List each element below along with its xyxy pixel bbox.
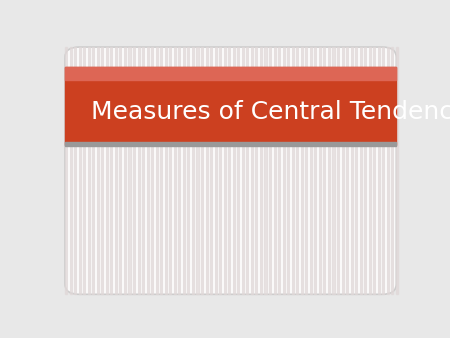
Bar — [187, 47, 189, 294]
Bar — [342, 47, 344, 294]
Bar — [324, 47, 325, 294]
Bar — [310, 47, 312, 294]
Bar — [351, 47, 353, 294]
Bar — [256, 47, 257, 294]
Bar — [201, 47, 203, 294]
Bar — [346, 47, 348, 294]
Bar — [138, 47, 140, 294]
Bar — [237, 47, 239, 294]
Bar — [387, 47, 389, 294]
Bar — [74, 47, 76, 294]
Bar — [88, 47, 90, 294]
Bar — [169, 47, 171, 294]
Bar — [373, 47, 375, 294]
Bar — [101, 47, 104, 294]
Bar — [106, 47, 108, 294]
Bar — [283, 47, 285, 294]
Bar — [110, 47, 112, 294]
Bar — [178, 47, 180, 294]
Bar — [124, 47, 126, 294]
Bar — [355, 47, 357, 294]
Bar — [215, 47, 217, 294]
Bar — [265, 47, 266, 294]
Bar — [305, 47, 307, 294]
Bar — [83, 47, 85, 294]
Bar — [183, 47, 185, 294]
Bar — [287, 47, 289, 294]
Bar — [147, 47, 149, 294]
Bar — [242, 47, 244, 294]
Bar — [151, 47, 153, 294]
Bar — [301, 47, 303, 294]
Bar — [315, 47, 316, 294]
Bar — [392, 47, 393, 294]
Bar — [65, 67, 396, 80]
Bar — [210, 47, 212, 294]
Bar — [260, 47, 262, 294]
Bar — [296, 47, 298, 294]
Bar — [274, 47, 275, 294]
Bar — [97, 47, 99, 294]
Bar — [251, 47, 253, 294]
Bar — [219, 47, 221, 294]
Bar — [174, 47, 176, 294]
Bar — [319, 47, 321, 294]
Bar — [360, 47, 362, 294]
Bar — [165, 47, 167, 294]
FancyBboxPatch shape — [65, 47, 396, 294]
Bar — [333, 47, 334, 294]
Bar — [269, 47, 271, 294]
Bar — [292, 47, 294, 294]
Bar — [128, 47, 130, 294]
Bar — [224, 47, 226, 294]
Bar — [382, 47, 384, 294]
Bar — [142, 47, 144, 294]
Bar — [115, 47, 117, 294]
Bar — [328, 47, 330, 294]
Bar — [133, 47, 135, 294]
Bar — [65, 47, 67, 294]
Bar — [364, 47, 366, 294]
Bar — [337, 47, 339, 294]
Bar — [160, 47, 162, 294]
Bar — [197, 47, 198, 294]
Bar — [206, 47, 207, 294]
Text: Measures of Central Tendency: Measures of Central Tendency — [91, 100, 450, 124]
Bar — [192, 47, 194, 294]
Bar — [69, 47, 72, 294]
Bar — [378, 47, 380, 294]
Bar — [119, 47, 122, 294]
Bar — [396, 47, 398, 294]
Bar — [233, 47, 235, 294]
Bar — [228, 47, 230, 294]
Bar — [156, 47, 158, 294]
Bar — [278, 47, 280, 294]
Bar — [92, 47, 94, 294]
Bar — [65, 67, 396, 145]
Bar — [246, 47, 248, 294]
Bar — [65, 142, 396, 146]
Bar — [79, 47, 81, 294]
Bar — [369, 47, 371, 294]
